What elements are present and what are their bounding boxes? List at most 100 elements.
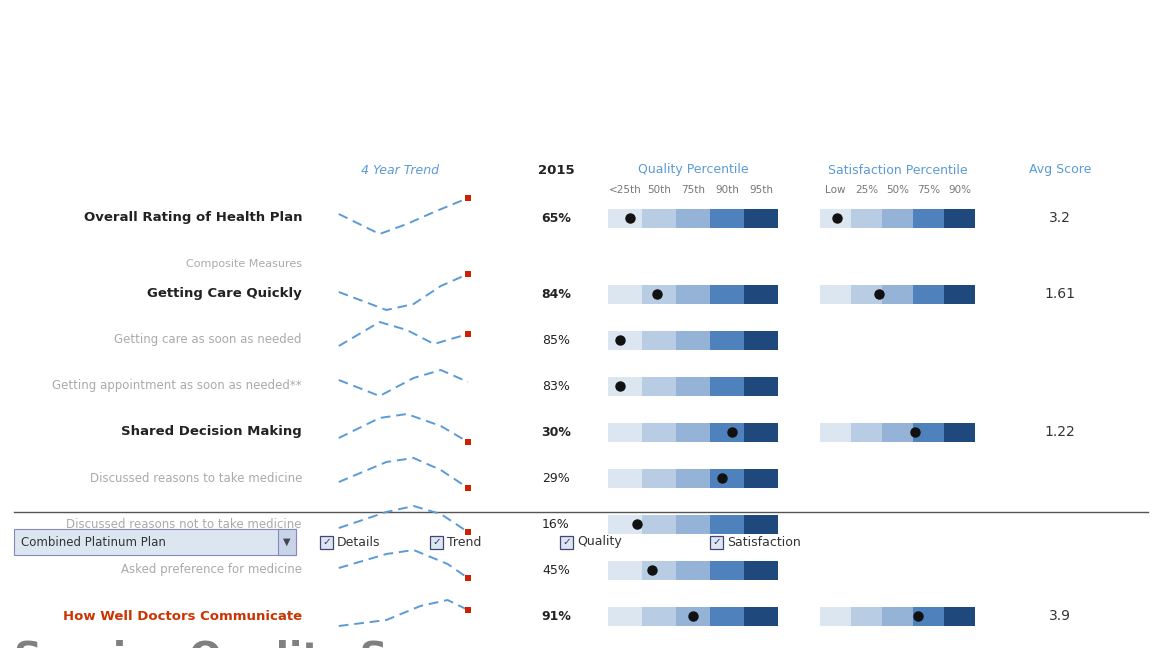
FancyBboxPatch shape [913,284,944,303]
FancyBboxPatch shape [710,607,744,625]
FancyBboxPatch shape [710,561,744,579]
FancyBboxPatch shape [608,330,641,349]
FancyBboxPatch shape [913,209,944,227]
Text: Getting care as soon as needed: Getting care as soon as needed [115,334,302,347]
Text: ✓: ✓ [433,537,441,547]
Text: Composite Measures: Composite Measures [186,259,302,269]
FancyBboxPatch shape [744,284,778,303]
Text: 1.61: 1.61 [1044,287,1075,301]
Text: How Well Doctors Communicate: How Well Doctors Communicate [63,610,302,623]
Text: 29%: 29% [542,472,570,485]
FancyBboxPatch shape [641,607,676,625]
FancyBboxPatch shape [676,284,710,303]
Text: Low: Low [825,185,846,195]
FancyBboxPatch shape [882,607,913,625]
FancyBboxPatch shape [710,422,744,441]
Text: 45%: 45% [542,564,570,577]
FancyBboxPatch shape [676,330,710,349]
Text: Satisfaction Percentile: Satisfaction Percentile [828,163,967,176]
FancyBboxPatch shape [944,209,976,227]
FancyBboxPatch shape [710,469,744,487]
FancyBboxPatch shape [676,515,710,533]
FancyBboxPatch shape [710,535,723,548]
FancyBboxPatch shape [744,422,778,441]
FancyBboxPatch shape [820,607,851,625]
FancyBboxPatch shape [820,284,851,303]
Text: Overall Rating of Health Plan: Overall Rating of Health Plan [84,211,302,224]
Text: Discussed reasons to take medicine: Discussed reasons to take medicine [89,472,302,485]
FancyBboxPatch shape [278,529,296,555]
FancyBboxPatch shape [676,561,710,579]
FancyBboxPatch shape [710,330,744,349]
FancyBboxPatch shape [676,376,710,395]
Text: 83%: 83% [542,380,570,393]
FancyBboxPatch shape [676,209,710,227]
FancyBboxPatch shape [430,535,443,548]
Text: 90th: 90th [715,185,739,195]
Text: Details: Details [338,535,380,548]
FancyBboxPatch shape [851,607,882,625]
FancyBboxPatch shape [882,284,913,303]
FancyBboxPatch shape [851,284,882,303]
FancyBboxPatch shape [641,376,676,395]
FancyBboxPatch shape [641,284,676,303]
Text: Getting Care Quickly: Getting Care Quickly [147,288,302,301]
FancyBboxPatch shape [710,515,744,533]
Text: 3.2: 3.2 [1049,211,1071,225]
Text: ✓: ✓ [322,537,331,547]
Text: 50th: 50th [647,185,670,195]
Text: Service Quality Survey: Service Quality Survey [14,640,512,648]
FancyBboxPatch shape [944,607,976,625]
FancyBboxPatch shape [641,561,676,579]
FancyBboxPatch shape [676,607,710,625]
FancyBboxPatch shape [744,515,778,533]
FancyBboxPatch shape [608,469,641,487]
FancyBboxPatch shape [710,284,744,303]
Text: ✓: ✓ [712,537,720,547]
FancyBboxPatch shape [641,330,676,349]
Text: Asked preference for medicine: Asked preference for medicine [121,564,302,577]
Text: 65%: 65% [541,211,571,224]
FancyBboxPatch shape [676,469,710,487]
FancyBboxPatch shape [641,422,676,441]
FancyBboxPatch shape [744,209,778,227]
Text: Discussed reasons not to take medicine: Discussed reasons not to take medicine [66,518,302,531]
Text: 2015: 2015 [538,163,574,176]
FancyBboxPatch shape [913,607,944,625]
Text: 1.22: 1.22 [1045,425,1075,439]
FancyBboxPatch shape [744,469,778,487]
Text: 75%: 75% [916,185,940,195]
FancyBboxPatch shape [744,330,778,349]
FancyBboxPatch shape [744,561,778,579]
Text: Shared Decision Making: Shared Decision Making [122,426,302,439]
FancyBboxPatch shape [744,607,778,625]
FancyBboxPatch shape [944,284,976,303]
FancyBboxPatch shape [320,535,333,548]
FancyBboxPatch shape [608,376,641,395]
FancyBboxPatch shape [641,515,676,533]
FancyBboxPatch shape [608,561,641,579]
Text: 90%: 90% [948,185,971,195]
Text: 4 Year Trend: 4 Year Trend [361,163,438,176]
Text: Combined Platinum Plan: Combined Platinum Plan [21,535,166,548]
FancyBboxPatch shape [744,376,778,395]
FancyBboxPatch shape [560,535,573,548]
FancyBboxPatch shape [608,607,641,625]
Text: Quality: Quality [577,535,622,548]
Text: 84%: 84% [541,288,571,301]
Text: Trend: Trend [447,535,481,548]
Text: 75th: 75th [681,185,705,195]
FancyBboxPatch shape [608,515,641,533]
FancyBboxPatch shape [641,209,676,227]
Text: 30%: 30% [541,426,571,439]
FancyBboxPatch shape [710,209,744,227]
Text: 85%: 85% [542,334,570,347]
FancyBboxPatch shape [913,422,944,441]
FancyBboxPatch shape [851,209,882,227]
FancyBboxPatch shape [608,209,641,227]
Text: ✓: ✓ [563,537,571,547]
FancyBboxPatch shape [710,376,744,395]
Text: 91%: 91% [541,610,571,623]
FancyBboxPatch shape [944,422,976,441]
Text: 95th: 95th [749,185,773,195]
